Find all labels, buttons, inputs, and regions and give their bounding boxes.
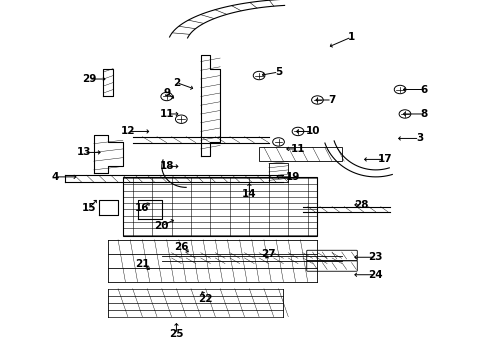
Text: 2: 2	[172, 77, 180, 87]
Text: 5: 5	[274, 67, 282, 77]
Text: 13: 13	[77, 147, 91, 157]
Text: 23: 23	[368, 252, 382, 262]
Text: 16: 16	[135, 203, 149, 213]
Text: 18: 18	[159, 161, 174, 171]
Text: 24: 24	[368, 270, 382, 280]
Text: 28: 28	[353, 200, 367, 210]
Bar	[268, 163, 287, 182]
Text: 17: 17	[377, 154, 392, 165]
Text: 11: 11	[290, 144, 305, 154]
Text: 6: 6	[420, 85, 427, 95]
Text: 29: 29	[81, 74, 96, 84]
Text: 26: 26	[174, 242, 188, 252]
Text: 9: 9	[163, 88, 170, 98]
Text: 12: 12	[121, 126, 135, 136]
Text: 15: 15	[81, 203, 96, 213]
Text: 3: 3	[415, 134, 422, 143]
Text: 22: 22	[198, 294, 212, 304]
Text: 21: 21	[135, 259, 149, 269]
Text: 20: 20	[154, 221, 169, 231]
Text: 11: 11	[159, 109, 174, 119]
Text: 8: 8	[420, 109, 427, 119]
Bar	[122, 177, 317, 236]
Text: 7: 7	[327, 95, 335, 105]
Bar	[259, 147, 341, 161]
Text: 4: 4	[51, 172, 59, 182]
Text: 19: 19	[285, 172, 300, 182]
Text: 25: 25	[169, 329, 183, 339]
Text: 27: 27	[261, 249, 276, 259]
Text: 10: 10	[305, 126, 319, 136]
Text: 1: 1	[347, 32, 354, 42]
Text: 14: 14	[242, 189, 256, 199]
